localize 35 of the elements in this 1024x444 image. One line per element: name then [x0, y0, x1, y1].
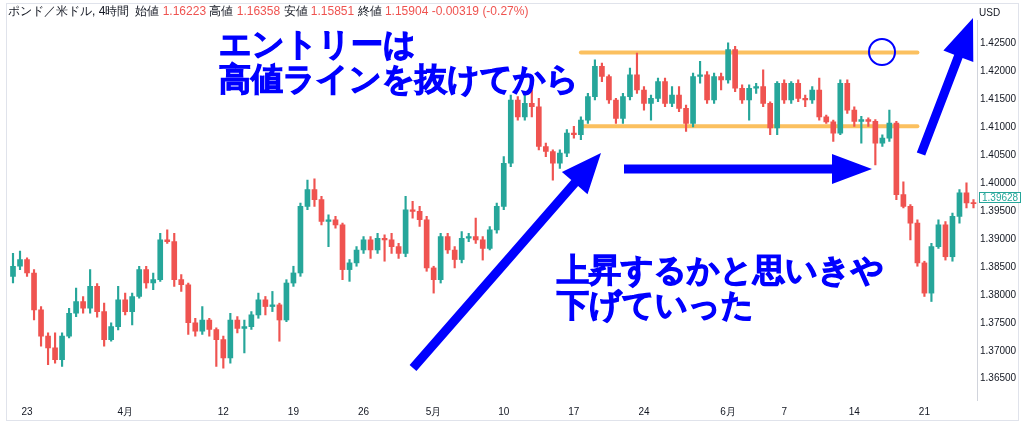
y-tick-label: 1.38500 [980, 260, 1017, 272]
candlestick [325, 214, 332, 247]
x-tick-label: 26 [357, 405, 370, 417]
annotation: 高値ラインを抜けてから [219, 60, 579, 98]
x-tick-label: 10 [498, 405, 510, 417]
x-tick-label: 21 [918, 405, 931, 417]
y-tick-label: 1.38000 [980, 288, 1017, 300]
y-tick-label: 1.37500 [980, 316, 1017, 328]
x-tick-label: 19 [287, 405, 300, 417]
x-tick-label: 23 [21, 405, 34, 417]
x-tick-label: 4月 [117, 405, 133, 417]
x-tick-label: 17 [568, 405, 580, 417]
y-tick-label: 1.40000 [980, 176, 1017, 188]
y-axis-title: USD [979, 7, 1001, 19]
y-tick-label: 1.36500 [980, 372, 1017, 384]
y-tick-label: 1.40500 [980, 148, 1017, 160]
candlestick [970, 199, 977, 209]
x-tick-label: 24 [638, 405, 650, 417]
y-tick-label: 1.39500 [980, 204, 1017, 216]
x-tick-label: 6月 [720, 405, 736, 417]
y-tick-label: 1.42500 [980, 36, 1017, 48]
text: 始値 1.16223 高値 1.16358 安値 1.15851 終値 1.15904 -0.00319 (-0.27%) [135, 4, 529, 18]
x-tick-label: 12 [217, 405, 230, 417]
annotation: 上昇するかと思いきや [557, 251, 884, 289]
text: 1.39628 [979, 192, 1022, 203]
annotation: エントリーは [219, 25, 416, 63]
y-tick-label: 1.41500 [980, 92, 1017, 104]
x-tick-label: 7 [781, 405, 788, 417]
y-tick-label: 1.37000 [980, 344, 1017, 356]
chart-title: ポンド／米ドル, 4時間 [8, 4, 130, 18]
x-tick-label: 14 [848, 405, 861, 417]
y-tick-label: 1.42000 [980, 64, 1017, 76]
y-tick-label: 1.41000 [980, 120, 1017, 132]
y-tick-label: 1.39000 [980, 232, 1017, 244]
x-tick-label: 5月 [425, 405, 442, 417]
